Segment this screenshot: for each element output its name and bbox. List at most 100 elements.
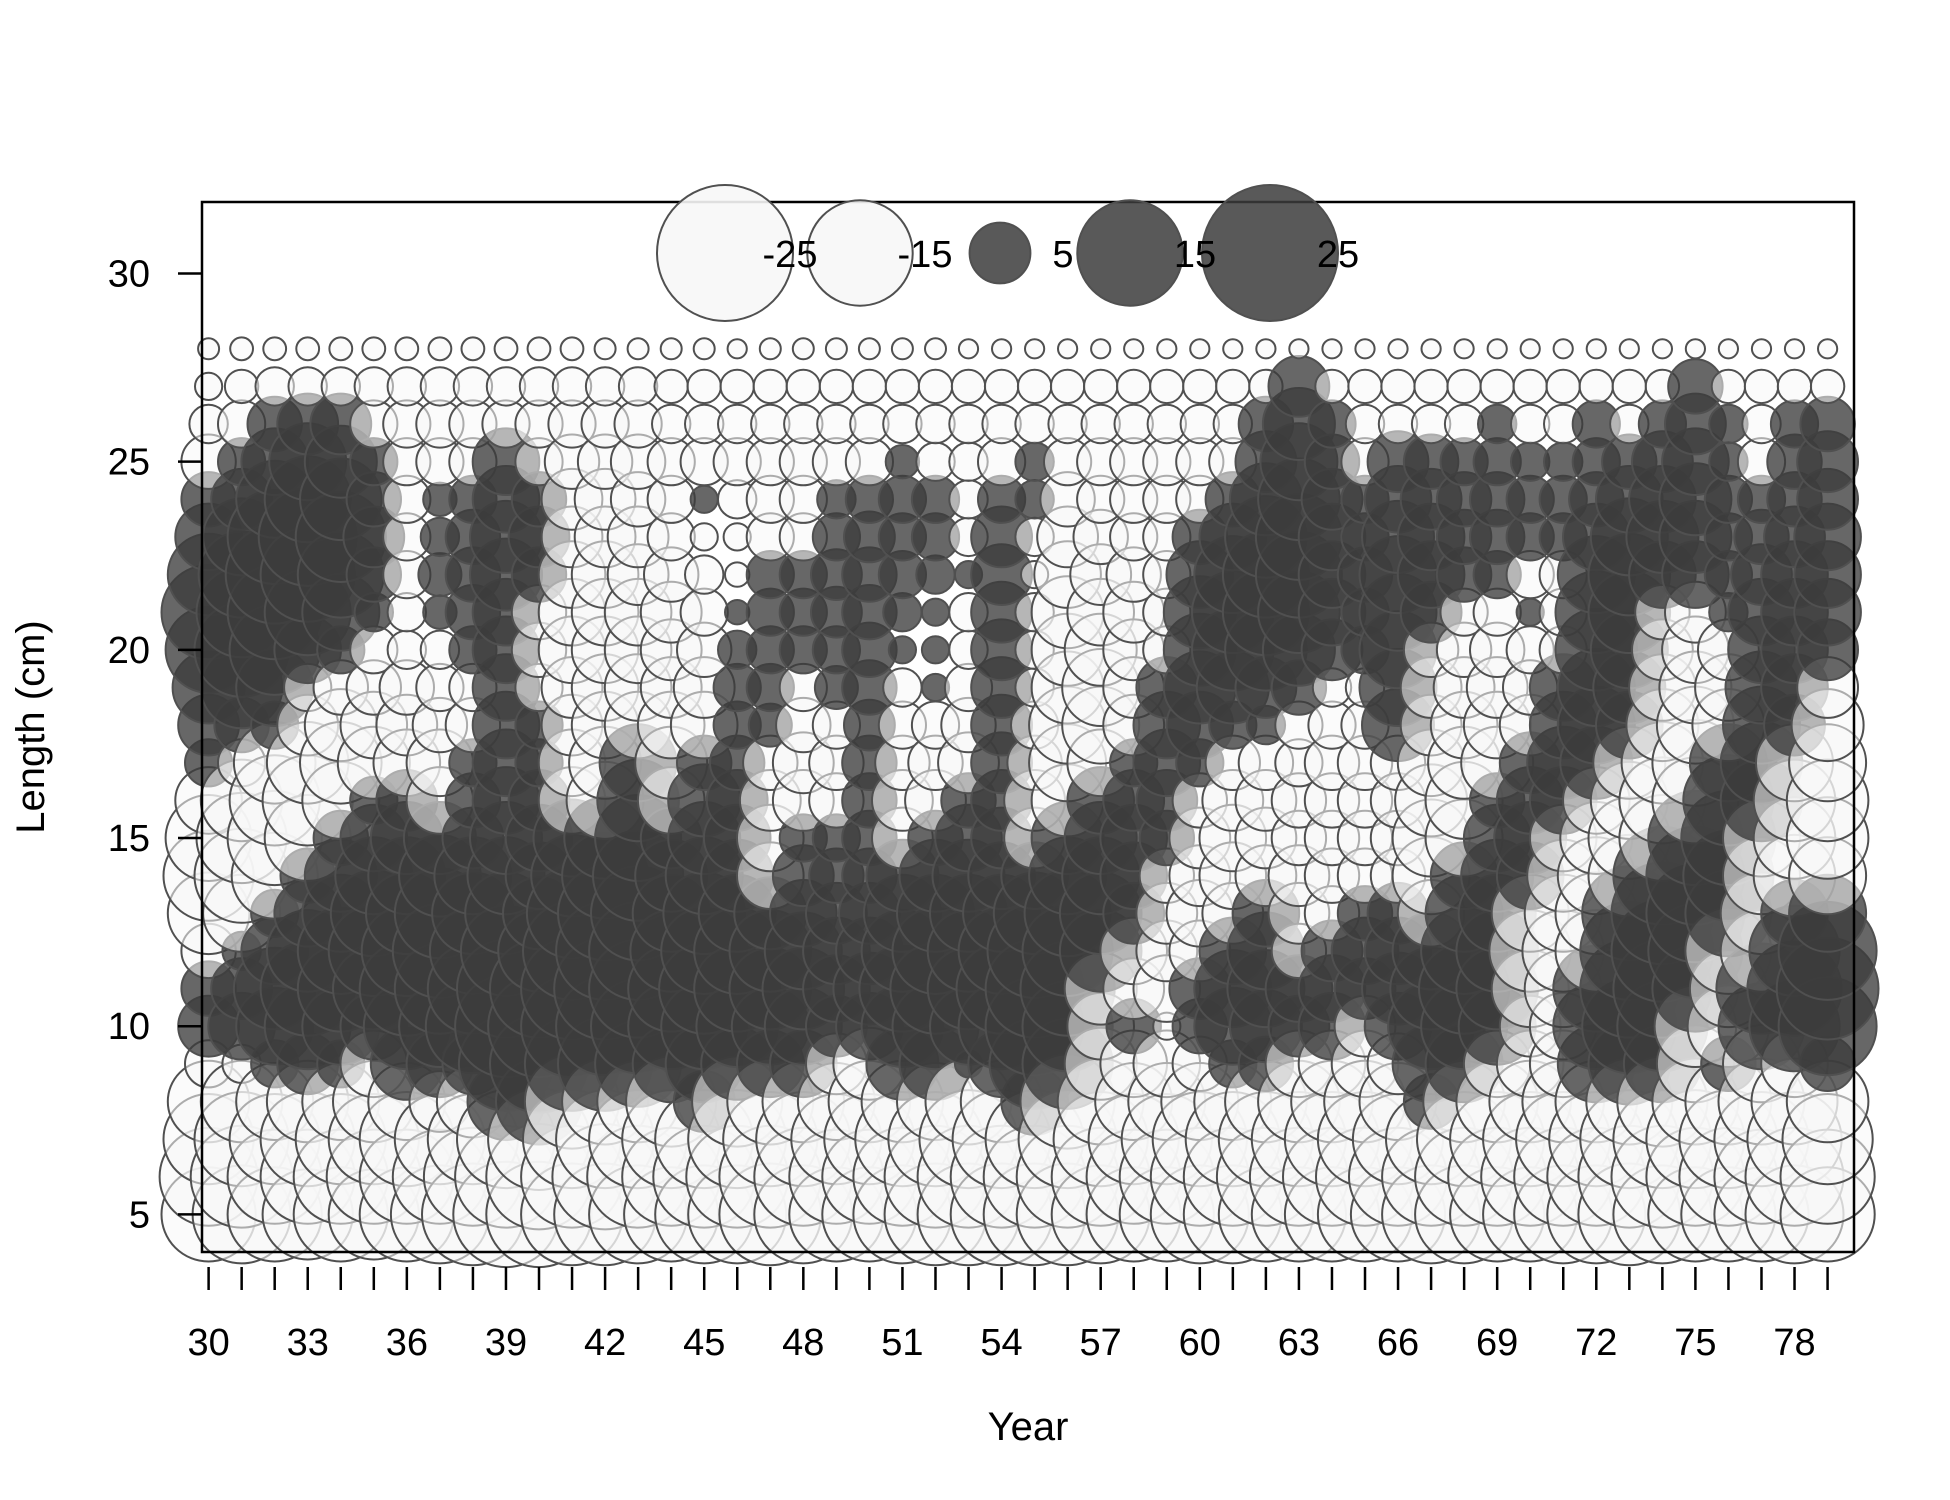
residual-bubble: [197, 337, 221, 361]
residual-bubble: [194, 371, 224, 401]
y-tick-label: 15: [108, 818, 150, 860]
residual-bubble: [493, 336, 519, 362]
residual-bubble: [1321, 338, 1343, 360]
residual-bubble: [659, 337, 683, 361]
residual-bubble: [1380, 368, 1416, 405]
residual-bubble: [1512, 368, 1548, 405]
y-tick-label: 20: [108, 630, 150, 672]
residual-bubble: [1189, 338, 1211, 360]
residual-bubble: [1156, 338, 1178, 360]
residual-bubble: [1783, 338, 1806, 360]
x-tick-label: 60: [1179, 1322, 1221, 1364]
residual-bubble: [1354, 338, 1376, 360]
residual-bubble: [559, 336, 585, 362]
residual-bubble: [1347, 368, 1383, 405]
residual-bubble: [1776, 368, 1813, 405]
legend-bubble: [968, 221, 1032, 285]
residual-bubble: [917, 368, 954, 405]
residual-bubble: [1024, 338, 1046, 360]
residual-bubble: [229, 336, 255, 362]
residual-bubble: [920, 635, 951, 665]
residual-bubble: [884, 444, 921, 480]
residual-bubble: [983, 368, 1020, 405]
x-tick-label: 69: [1476, 1322, 1518, 1364]
legend-bubble: [806, 199, 914, 307]
residual-bubble: [1314, 368, 1350, 405]
residual-bubble: [1215, 368, 1251, 405]
residual-bubble: [1016, 368, 1053, 405]
legend-label: 5: [1052, 234, 1073, 276]
legend-bubble: [1201, 184, 1339, 322]
residual-bubble: [692, 337, 716, 361]
residual-bubble: [679, 587, 729, 637]
residual-bubble: [295, 336, 321, 362]
residual-bubble: [882, 667, 923, 708]
x-tick-label: 75: [1674, 1322, 1716, 1364]
y-tick-label: 30: [108, 254, 150, 296]
residual-bubble: [1717, 338, 1740, 360]
x-tick-label: 33: [287, 1322, 329, 1364]
residual-bubble: [223, 368, 260, 405]
residual-bubble: [719, 368, 755, 405]
residual-bubble: [1123, 338, 1145, 360]
residual-bubble: [1413, 368, 1449, 405]
bubble-layer: [158, 336, 1880, 1269]
x-tick-label: 66: [1377, 1322, 1419, 1364]
residual-bubble: [617, 366, 659, 407]
residual-bubble: [1743, 368, 1780, 405]
residual-bubble: [1585, 338, 1607, 360]
residual-bubble: [460, 336, 486, 362]
residual-bubble: [785, 368, 821, 405]
residual-bubble: [1750, 338, 1773, 360]
residual-bubble: [262, 336, 288, 362]
residual-bubble: [924, 337, 947, 361]
residual-bubble: [1222, 338, 1244, 360]
x-axis: 30 33 36 39 42 45 48 51 54 57 60 63 66 69 72 75 78: [187, 1267, 1829, 1364]
residual-bubble: [1809, 368, 1846, 405]
residual-bubble: [328, 336, 354, 362]
residual-bubble: [1049, 368, 1086, 405]
residual-bubble: [1519, 338, 1541, 360]
residual-bubble: [1116, 368, 1152, 405]
residual-bubble: [1149, 368, 1185, 405]
residual-bubble: [950, 368, 987, 405]
residual-bubble: [1387, 338, 1409, 360]
x-tick-label: 45: [683, 1322, 725, 1364]
x-tick-label: 72: [1575, 1322, 1617, 1364]
residual-bubble: [1710, 368, 1747, 405]
residual-bubble: [726, 338, 748, 360]
x-tick-label: 51: [881, 1322, 923, 1364]
legend-label: 15: [1174, 234, 1216, 276]
x-tick-label: 36: [386, 1322, 428, 1364]
x-tick-label: 78: [1773, 1322, 1815, 1364]
residual-bubble: [626, 337, 650, 361]
residual-bubble: [920, 597, 951, 627]
residual-bubble: [1083, 368, 1119, 405]
residual-bubble: [653, 368, 689, 405]
x-tick-label: 48: [782, 1322, 824, 1364]
residual-bubble: [857, 337, 881, 361]
residual-bubble: [427, 336, 453, 362]
legend: -25 -15 5 15 25: [656, 184, 1359, 322]
plot-frame: [200, 200, 1856, 1254]
legend-bubble: [1076, 199, 1184, 307]
residual-bubble: [818, 368, 855, 405]
y-tick-label: 10: [108, 1006, 150, 1048]
residual-bubble: [1479, 368, 1515, 405]
residual-bubble: [1578, 368, 1615, 405]
x-tick-label: 39: [485, 1322, 527, 1364]
residual-bubble: [1288, 338, 1310, 360]
y-tick-label: 5: [129, 1194, 150, 1236]
residual-bubble: [1618, 338, 1640, 360]
residual-bubble: [1552, 338, 1574, 360]
x-tick-label: 63: [1278, 1322, 1320, 1364]
residual-bubble: [1611, 368, 1648, 405]
residual-bubble: [689, 484, 719, 514]
residual-bubble: [1420, 338, 1442, 360]
y-axis: 5 10 15 20 25 30: [108, 254, 202, 1236]
residual-bubble: [1090, 338, 1112, 360]
x-tick-label: 30: [187, 1322, 229, 1364]
residual-bubble: [526, 336, 552, 362]
residual-bubble: [1453, 338, 1475, 360]
y-tick-label: 25: [108, 442, 150, 484]
